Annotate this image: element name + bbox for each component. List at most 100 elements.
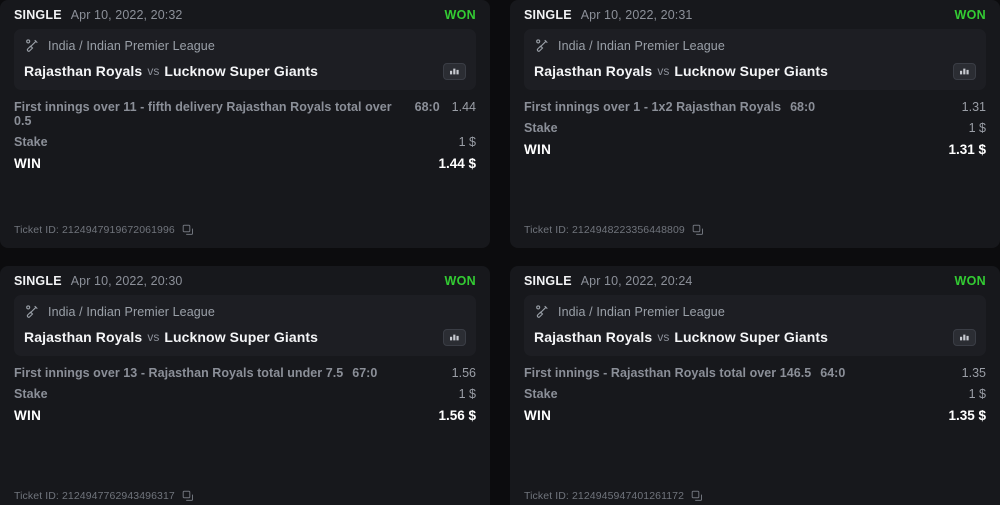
- ticket-id-label: Ticket ID: 2124947919672061996: [14, 224, 175, 236]
- match-panel[interactable]: India / Indian Premier League Rajasthan …: [14, 29, 476, 90]
- cricket-bat-ball-icon: [24, 38, 40, 54]
- bet-card-footer: Ticket ID: 2124945947401261172: [524, 484, 986, 505]
- vs-label: vs: [147, 64, 160, 78]
- league-row: India / Indian Premier League: [24, 37, 466, 54]
- bet-type-label: SINGLE: [524, 273, 572, 288]
- bet-type-label: SINGLE: [14, 273, 62, 288]
- cricket-bat-ball-icon: [534, 38, 550, 54]
- league-row: India / Indian Premier League: [534, 37, 976, 54]
- bet-date-label: Apr 10, 2022, 20:32: [70, 7, 183, 22]
- selection-line: First innings - Rajasthan Royals total o…: [524, 366, 986, 380]
- win-label: WIN: [14, 156, 42, 171]
- ticket-id-label: Ticket ID: 2124948223356448809: [524, 224, 685, 236]
- selection-odds: 1.31: [961, 100, 986, 114]
- selection-label: First innings over 1 - 1x2 Rajasthan Roy…: [524, 100, 782, 114]
- away-team-name: Lucknow Super Giants: [674, 329, 829, 345]
- ticket-id-value: 2124945947401261172: [571, 490, 685, 502]
- bet-lines: First innings over 13 - Rajasthan Royals…: [14, 356, 476, 430]
- selection-score: 68:0: [790, 100, 816, 114]
- status-badge: WON: [444, 273, 476, 288]
- stake-line: Stake 1 $: [14, 135, 476, 149]
- stake-label: Stake: [524, 387, 558, 401]
- bet-card-header: SINGLE Apr 10, 2022, 20:32 WON: [14, 0, 476, 29]
- bet-type-label: SINGLE: [14, 7, 62, 22]
- copy-icon[interactable]: [691, 490, 703, 502]
- bet-card-footer: Ticket ID: 2124947762943496317: [14, 484, 476, 505]
- bet-lines: First innings over 11 - fifth delivery R…: [14, 90, 476, 178]
- copy-icon[interactable]: [692, 224, 704, 236]
- league-row: India / Indian Premier League: [24, 303, 466, 320]
- win-line: WIN 1.35 $: [524, 408, 986, 423]
- ticket-id-label: Ticket ID: 2124947762943496317: [14, 490, 175, 502]
- ticket-id-prefix: Ticket ID:: [14, 490, 59, 502]
- home-team-name: Rajasthan Royals: [24, 329, 143, 345]
- bet-card-header: SINGLE Apr 10, 2022, 20:31 WON: [524, 0, 986, 29]
- bet-date-label: Apr 10, 2022, 20:31: [580, 7, 693, 22]
- league-name: India / Indian Premier League: [558, 38, 725, 53]
- selection-score: 67:0: [352, 366, 378, 380]
- bet-date-label: Apr 10, 2022, 20:30: [70, 273, 183, 288]
- bet-card[interactable]: SINGLE Apr 10, 2022, 20:31 WON India / I…: [510, 0, 1000, 248]
- status-badge: WON: [444, 7, 476, 22]
- stake-label: Stake: [524, 121, 558, 135]
- win-value: 1.44 $: [438, 156, 476, 171]
- win-line: WIN 1.56 $: [14, 408, 476, 423]
- cricket-bat-ball-icon: [534, 304, 550, 320]
- ticket-id-value: 2124947762943496317: [61, 490, 175, 502]
- stake-value: 1 $: [458, 387, 476, 401]
- teams-row: Rajasthan Royals vs Lucknow Super Giants: [24, 327, 466, 347]
- away-team-name: Lucknow Super Giants: [164, 329, 319, 345]
- home-team-name: Rajasthan Royals: [534, 63, 653, 79]
- win-label: WIN: [524, 142, 552, 157]
- ticket-id-prefix: Ticket ID:: [524, 490, 569, 502]
- bet-card-footer: Ticket ID: 2124947919672061996: [14, 218, 476, 248]
- win-label: WIN: [524, 408, 552, 423]
- bet-card[interactable]: SINGLE Apr 10, 2022, 20:30 WON India / I…: [0, 266, 490, 505]
- cricket-bat-ball-icon: [24, 304, 40, 320]
- win-value: 1.31 $: [948, 142, 986, 157]
- league-name: India / Indian Premier League: [558, 304, 725, 319]
- bar-chart-icon[interactable]: [443, 328, 466, 346]
- ticket-id-prefix: Ticket ID:: [524, 224, 569, 236]
- selection-label: First innings over 13 - Rajasthan Royals…: [14, 366, 344, 380]
- win-value: 1.56 $: [438, 408, 476, 423]
- stake-label: Stake: [14, 387, 48, 401]
- ticket-id-value: 2124947919672061996: [61, 224, 175, 236]
- league-name: India / Indian Premier League: [48, 304, 215, 319]
- bet-card[interactable]: SINGLE Apr 10, 2022, 20:24 WON India / I…: [510, 266, 1000, 505]
- stake-line: Stake 1 $: [524, 387, 986, 401]
- stake-line: Stake 1 $: [524, 121, 986, 135]
- home-team-name: Rajasthan Royals: [534, 329, 653, 345]
- selection-score: 64:0: [820, 366, 846, 380]
- teams-row: Rajasthan Royals vs Lucknow Super Giants: [24, 61, 466, 81]
- league-row: India / Indian Premier League: [534, 303, 976, 320]
- bar-chart-icon[interactable]: [953, 62, 976, 80]
- match-panel[interactable]: India / Indian Premier League Rajasthan …: [524, 295, 986, 356]
- bar-chart-icon[interactable]: [953, 328, 976, 346]
- stake-value: 1 $: [968, 387, 986, 401]
- teams-row: Rajasthan Royals vs Lucknow Super Giants: [534, 61, 976, 81]
- bet-card[interactable]: SINGLE Apr 10, 2022, 20:32 WON India / I…: [0, 0, 490, 248]
- stake-value: 1 $: [458, 135, 476, 149]
- copy-icon[interactable]: [182, 224, 194, 236]
- match-panel[interactable]: India / Indian Premier League Rajasthan …: [524, 29, 986, 90]
- selection-label: First innings - Rajasthan Royals total o…: [524, 366, 812, 380]
- bet-lines: First innings over 1 - 1x2 Rajasthan Roy…: [524, 90, 986, 164]
- status-badge: WON: [954, 273, 986, 288]
- win-label: WIN: [14, 408, 42, 423]
- selection-odds: 1.56: [451, 366, 476, 380]
- status-badge: WON: [954, 7, 986, 22]
- copy-icon[interactable]: [182, 490, 194, 502]
- teams-row: Rajasthan Royals vs Lucknow Super Giants: [534, 327, 976, 347]
- selection-line: First innings over 1 - 1x2 Rajasthan Roy…: [524, 100, 986, 114]
- stake-label: Stake: [14, 135, 48, 149]
- bar-chart-icon[interactable]: [443, 62, 466, 80]
- selection-odds: 1.44: [451, 100, 476, 114]
- away-team-name: Lucknow Super Giants: [164, 63, 319, 79]
- selection-line: First innings over 11 - fifth delivery R…: [14, 100, 476, 128]
- match-panel[interactable]: India / Indian Premier League Rajasthan …: [14, 295, 476, 356]
- ticket-id-label: Ticket ID: 2124945947401261172: [524, 490, 684, 502]
- bet-lines: First innings - Rajasthan Royals total o…: [524, 356, 986, 430]
- selection-score: 68:0: [414, 100, 440, 114]
